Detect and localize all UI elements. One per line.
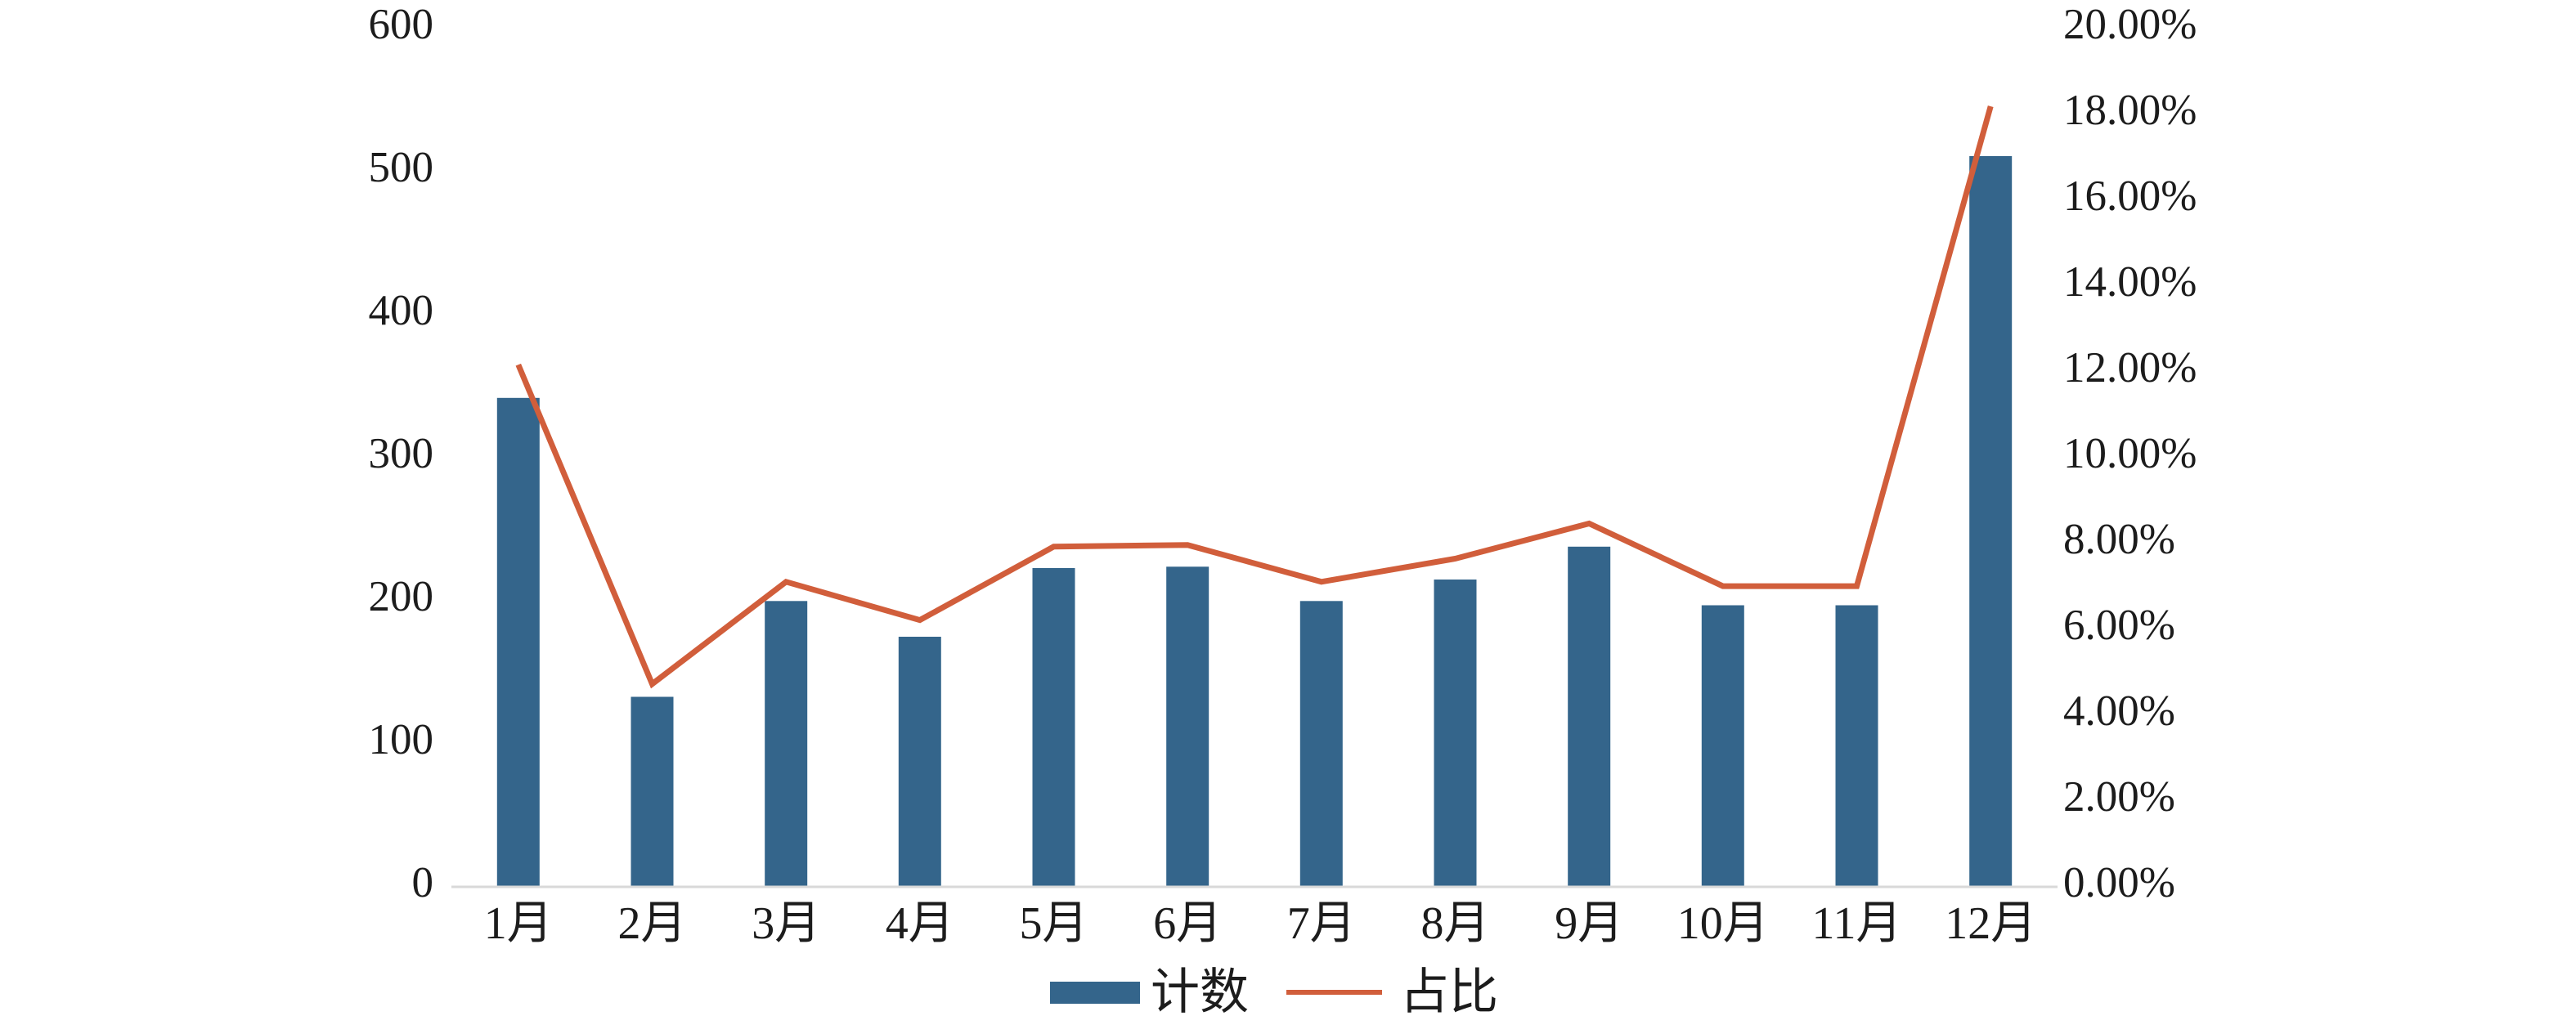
right-axis-tick-label: 4.00% xyxy=(2063,687,2175,735)
left-axis-tick-label: 100 xyxy=(369,716,434,763)
left-axis-tick-label: 400 xyxy=(369,287,434,334)
right-axis-tick-label: 18.00% xyxy=(2063,87,2197,134)
bar-1月 xyxy=(496,397,540,887)
x-axis-category-label: 10月 xyxy=(1677,898,1769,949)
bar-7月 xyxy=(1299,601,1343,887)
x-axis-category-label: 4月 xyxy=(886,898,954,949)
x-axis-category-label: 8月 xyxy=(1421,898,1490,949)
bar-12月 xyxy=(1969,156,2013,887)
left-axis-tick-label: 600 xyxy=(369,1,434,48)
x-axis-category-label: 5月 xyxy=(1020,898,1088,949)
bar-2月 xyxy=(631,696,674,887)
share-line xyxy=(515,105,1994,689)
x-axis-category-label: 11月 xyxy=(1812,898,1902,949)
x-axis-category-label: 7月 xyxy=(1287,898,1356,949)
right-axis-tick-label: 12.00% xyxy=(2063,344,2197,392)
bar-5月 xyxy=(1032,568,1075,887)
right-axis-tick-label: 14.00% xyxy=(2063,258,2197,306)
bar-10月 xyxy=(1701,605,1744,887)
left-axis-tick-label: 200 xyxy=(369,573,434,620)
right-axis-tick-label: 10.00% xyxy=(2063,430,2197,477)
x-axis-category-label: 12月 xyxy=(1945,898,2036,949)
right-axis-tick-label: 6.00% xyxy=(2063,602,2175,649)
legend-share-label: 占比 xyxy=(1400,965,1498,1016)
chart-legend: 计数 占比 xyxy=(1050,963,1498,1016)
bar-4月 xyxy=(898,637,941,887)
x-axis-category-label: 9月 xyxy=(1555,898,1623,949)
legend-count-label: 计数 xyxy=(1151,965,1249,1016)
x-axis-category-label: 6月 xyxy=(1153,898,1222,949)
x-axis-category-label: 1月 xyxy=(484,898,553,949)
left-axis-tick-label: 0 xyxy=(412,859,434,906)
legend-line-swatch-icon xyxy=(1286,990,1382,995)
bar-11月 xyxy=(1835,605,1878,887)
bar-3月 xyxy=(765,601,808,887)
left-axis-tick-label: 300 xyxy=(369,430,434,477)
x-axis-category-label: 3月 xyxy=(752,898,820,949)
right-axis-tick-label: 20.00% xyxy=(2063,1,2197,48)
bar-9月 xyxy=(1568,546,1611,887)
right-axis-tick-label: 0.00% xyxy=(2063,859,2175,906)
right-axis-tick-label: 16.00% xyxy=(2063,172,2197,220)
left-axis-tick-label: 500 xyxy=(369,144,434,191)
bar-6月 xyxy=(1166,566,1209,887)
bar-8月 xyxy=(1434,580,1477,887)
x-axis-category-label: 2月 xyxy=(618,898,687,949)
right-axis-tick-label: 8.00% xyxy=(2063,516,2175,563)
legend-bar-swatch-icon xyxy=(1050,981,1140,1004)
right-axis-tick-label: 2.00% xyxy=(2063,773,2175,821)
